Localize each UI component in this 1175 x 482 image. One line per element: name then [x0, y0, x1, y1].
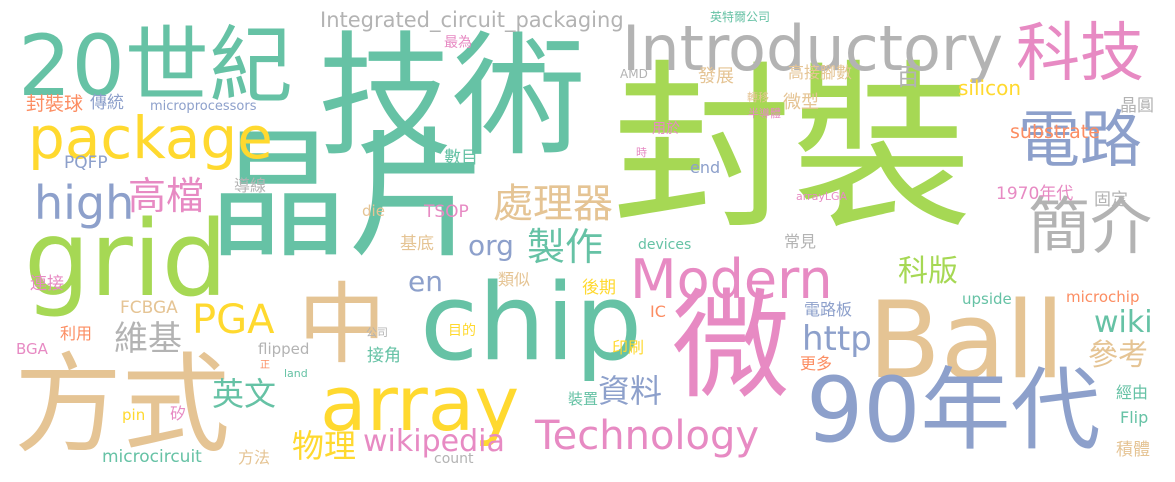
- word-daoxian: 導線: [234, 176, 267, 195]
- word-microchip: microchip: [1066, 288, 1140, 306]
- word-zhong: 中: [298, 273, 387, 376]
- word-liyong: 利用: [60, 324, 93, 343]
- word-wuli: 物理: [292, 427, 357, 465]
- word-yinshua: 印刷: [612, 338, 645, 357]
- word-bai: 百: [896, 63, 920, 91]
- word-dianluban: 電路板: [804, 300, 853, 319]
- word-jishu: 技術: [318, 19, 587, 175]
- word-changjian: 常見: [784, 232, 817, 251]
- word-substrate: substrate: [1010, 121, 1100, 143]
- word-array: array: [320, 359, 520, 448]
- word-high: high: [34, 176, 135, 230]
- word-jingpian: 晶片: [208, 115, 489, 278]
- word-guding: 固定: [1094, 190, 1128, 210]
- word-modern: Modern: [630, 248, 833, 311]
- word-shumu: 數目: [444, 148, 478, 168]
- word-fangfa: 方法: [238, 448, 271, 467]
- word-weiji: 維基: [114, 319, 182, 359]
- word-yongyu: 用於: [652, 121, 680, 137]
- word-ziliao: 資料: [598, 372, 663, 410]
- word-zheng: 正: [260, 360, 270, 371]
- word-mudi: 目的: [448, 323, 476, 339]
- word-houqi: 後期: [582, 278, 616, 298]
- word-jiti: 積體: [1116, 440, 1150, 460]
- word-keban: 科版: [898, 254, 958, 289]
- word-org: org: [468, 229, 514, 262]
- word-technology: Technology: [535, 413, 760, 459]
- word-zhuangzhi: 裝置: [568, 390, 599, 408]
- word-jianjie: 簡介: [1028, 190, 1153, 263]
- word-ball: Ball: [868, 279, 1065, 402]
- word-pga: PGA: [192, 297, 275, 343]
- word-integrated-circuit-packaging: Integrated_circuit_packaging: [320, 8, 624, 32]
- word-http: http: [802, 319, 872, 359]
- word-package: package: [28, 104, 273, 172]
- word-bga: BGA: [16, 340, 48, 358]
- word-microprocessors: microprocessors: [150, 99, 257, 114]
- word-weixing: 微型: [783, 92, 819, 113]
- word-gaodang: 高檔: [128, 174, 205, 218]
- word-gaojiejiaoshu: 高接腳數: [788, 63, 853, 82]
- word-gui: 矽: [170, 404, 187, 423]
- word-jingyuan: 晶圓: [1120, 96, 1154, 116]
- word-ic: IC: [650, 302, 666, 321]
- word-grid: grid: [24, 198, 228, 320]
- word-jingyou: 經由: [1116, 383, 1149, 402]
- word-cankao: 參考: [1088, 338, 1148, 373]
- word-zuiwei: 最為: [444, 35, 472, 51]
- word-jiejiao: 接角: [367, 346, 401, 366]
- word-gengduo: 更多: [800, 354, 833, 373]
- word-en: en: [408, 265, 443, 298]
- word-pin: pin: [122, 406, 146, 424]
- word-yingwen: 英文: [212, 375, 277, 413]
- word-jidi: 基底: [400, 234, 434, 254]
- word-end: end: [690, 158, 721, 177]
- word-tsop: TSOP: [424, 202, 469, 222]
- word-upside: upside: [962, 290, 1012, 308]
- word-wei: 微: [672, 277, 791, 415]
- word-lianjie: 連接: [30, 274, 64, 294]
- word-chuliqi: 處理器: [493, 181, 613, 227]
- word-chuantong: 傳統: [90, 93, 124, 113]
- word-land: land: [284, 367, 308, 380]
- word-flip: Flip: [1120, 408, 1149, 427]
- word-fengzhuangqiu: 封裝球: [26, 93, 84, 115]
- word-fazhan: 發展: [698, 66, 734, 87]
- word-wiki: wiki: [1094, 305, 1153, 340]
- word-introductory: Introductory: [622, 12, 1004, 85]
- word-silicon: silicon: [958, 76, 1021, 100]
- word-leisi: 類似: [498, 270, 531, 289]
- word-dianlu: 電路: [1018, 103, 1143, 176]
- word-flipped: flipped: [258, 340, 310, 358]
- word-fengzhuang: 封裝: [612, 45, 973, 254]
- word-devices: devices: [638, 237, 692, 253]
- word-90-niandai: 90年代: [806, 358, 1101, 463]
- word-zhizuo: 製作: [527, 225, 604, 269]
- word-bandaoti: 半導體: [748, 107, 781, 120]
- word-1970-niandai: 1970年代: [996, 184, 1074, 204]
- word-shi: 時: [636, 146, 647, 159]
- word-amd: AMD: [620, 67, 648, 81]
- word-chip: chip: [420, 261, 643, 384]
- word-arraylga: arrayLGA: [796, 190, 848, 203]
- word-gongsi: 公司: [366, 326, 388, 339]
- word-fangshi: 方式: [14, 343, 231, 468]
- word-intel: 英特爾公司: [710, 10, 771, 24]
- word-die: die: [362, 202, 385, 220]
- word-keji: 科技: [1016, 17, 1144, 91]
- word-wikipedia: wikipedia: [363, 424, 505, 459]
- word-pqfp: PQFP: [64, 153, 108, 173]
- word-microcircuit: microcircuit: [102, 447, 202, 467]
- word-20-shiji: 20世紀: [18, 17, 293, 115]
- word-count: count: [434, 451, 474, 467]
- word-fcbga: FCBGA: [120, 298, 178, 318]
- word-zhuanyi: 轉移: [747, 91, 769, 104]
